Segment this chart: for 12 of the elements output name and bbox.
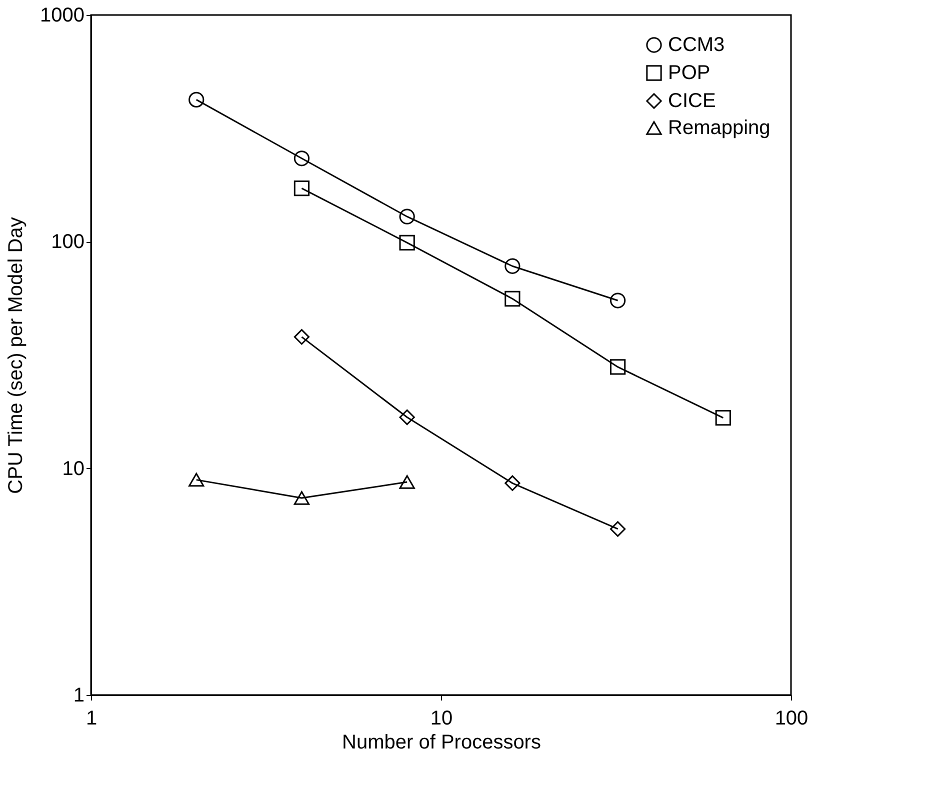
y-tick-label: 10 [62, 458, 84, 480]
y-tick-label: 1000 [40, 4, 84, 26]
y-tick-label: 100 [51, 231, 84, 254]
x-axis-title: Number of Processors [342, 732, 541, 754]
x-tick-label: 100 [774, 708, 808, 730]
y-axis-title: CPU Time (sec) per Model Day [5, 217, 28, 494]
legend-label: CICE [668, 90, 716, 112]
legend-label: POP [668, 62, 710, 84]
x-tick-label: 10 [430, 708, 453, 730]
y-tick-label: 1 [73, 684, 84, 706]
legend-label: CCM3 [668, 34, 725, 56]
legend-label: Remapping [668, 117, 770, 139]
